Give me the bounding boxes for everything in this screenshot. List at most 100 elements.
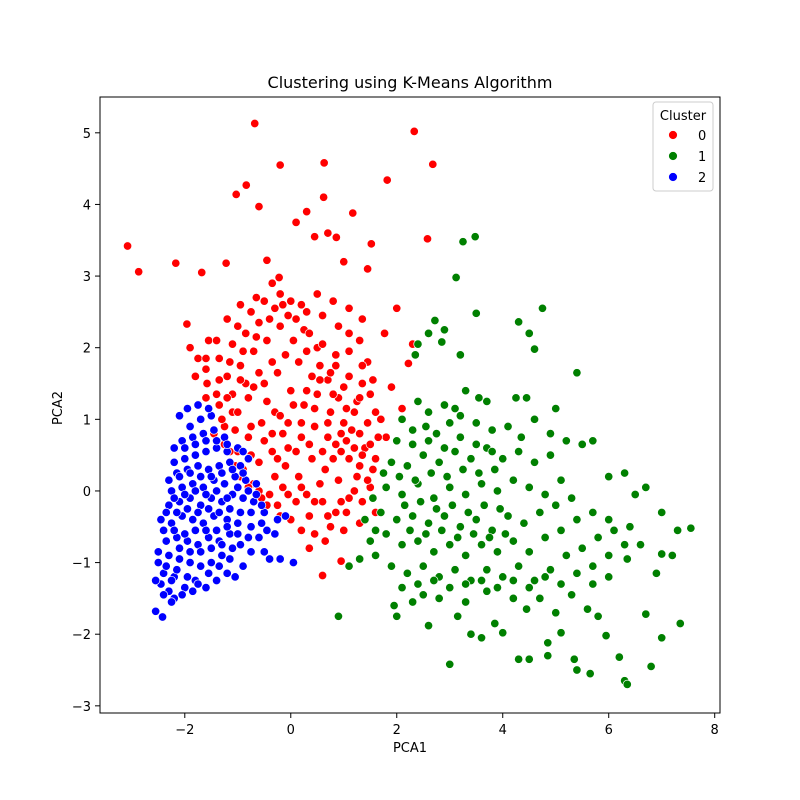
data-point-cluster-2 [190, 439, 200, 449]
data-point-cluster-2 [275, 554, 285, 564]
data-point-cluster-0 [307, 371, 317, 381]
data-point-cluster-1 [529, 344, 540, 354]
data-point-cluster-1 [455, 522, 465, 532]
data-point-cluster-1 [400, 500, 410, 510]
data-point-cluster-0 [371, 407, 381, 417]
data-point-cluster-1 [386, 561, 396, 571]
data-point-cluster-2 [188, 586, 198, 596]
data-point-cluster-0 [349, 486, 359, 496]
data-point-cluster-0 [318, 339, 328, 349]
data-point-cluster-2 [243, 486, 253, 496]
data-point-cluster-0 [259, 296, 269, 306]
data-point-cluster-0 [363, 475, 373, 485]
data-point-cluster-1 [371, 525, 381, 535]
data-point-cluster-1 [474, 468, 484, 478]
data-point-cluster-1 [524, 328, 534, 338]
data-point-cluster-2 [204, 404, 214, 414]
data-point-cluster-0 [323, 511, 333, 521]
data-point-cluster-2 [159, 590, 169, 600]
data-point-cluster-1 [430, 315, 440, 326]
data-point-cluster-1 [368, 493, 378, 503]
data-point-cluster-0 [243, 393, 253, 403]
data-point-cluster-0 [278, 429, 288, 439]
data-point-cluster-2 [206, 472, 216, 482]
data-point-cluster-1 [413, 339, 423, 349]
data-point-cluster-2 [233, 529, 243, 539]
data-point-cluster-1 [421, 421, 431, 432]
data-point-cluster-1 [458, 237, 468, 247]
data-point-cluster-1 [469, 529, 479, 539]
data-point-cluster-0 [204, 335, 214, 346]
data-point-cluster-2 [238, 561, 248, 571]
data-point-cluster-0 [275, 411, 285, 421]
data-point-cluster-2 [182, 572, 192, 582]
data-point-cluster-0 [265, 314, 275, 324]
data-point-cluster-0 [233, 407, 243, 417]
data-point-cluster-2 [182, 504, 192, 514]
data-point-cluster-1 [561, 550, 571, 560]
data-point-cluster-0 [262, 255, 272, 265]
x-tick-label: 0 [287, 723, 295, 738]
data-point-cluster-1 [450, 447, 460, 457]
data-point-cluster-2 [251, 479, 261, 489]
legend-label-1: 1 [698, 150, 706, 165]
data-point-cluster-0 [201, 353, 211, 363]
data-point-cluster-0 [368, 375, 378, 385]
data-point-cluster-1 [471, 439, 481, 449]
data-point-cluster-1 [402, 568, 412, 578]
data-point-cluster-1 [408, 511, 418, 521]
data-point-cluster-2 [222, 522, 232, 532]
data-point-cluster-0 [357, 497, 367, 507]
data-point-cluster-0 [288, 335, 298, 346]
data-point-cluster-2 [217, 468, 227, 478]
data-point-cluster-0 [230, 425, 240, 435]
data-point-cluster-2 [243, 454, 253, 464]
data-point-cluster-0 [241, 180, 251, 190]
data-point-cluster-0 [336, 447, 346, 457]
data-point-cluster-1 [500, 529, 510, 539]
data-point-cluster-0 [328, 454, 338, 464]
data-point-cluster-0 [201, 364, 211, 374]
data-point-cluster-0 [331, 232, 341, 242]
data-point-cluster-1 [537, 303, 548, 313]
data-point-cluster-2 [246, 507, 256, 517]
data-point-cluster-0 [291, 314, 301, 324]
data-point-cluster-1 [455, 411, 465, 421]
data-point-cluster-1 [657, 507, 667, 517]
data-point-cluster-1 [588, 507, 598, 517]
data-point-cluster-1 [397, 489, 407, 500]
data-point-cluster-2 [161, 536, 171, 546]
data-point-cluster-0 [315, 361, 325, 371]
data-point-cluster-2 [204, 504, 214, 514]
data-point-cluster-0 [254, 457, 264, 467]
data-point-cluster-0 [363, 418, 373, 428]
data-point-cluster-1 [556, 579, 566, 589]
data-point-cluster-1 [355, 554, 365, 564]
data-point-cluster-1 [593, 611, 603, 621]
data-point-cluster-1 [495, 504, 505, 514]
data-point-cluster-1 [686, 523, 696, 533]
data-point-cluster-0 [339, 257, 349, 267]
data-point-cluster-1 [524, 654, 534, 664]
data-point-cluster-0 [355, 461, 365, 471]
data-point-cluster-1 [431, 429, 442, 439]
data-point-cluster-0 [283, 310, 293, 321]
data-point-cluster-0 [280, 350, 291, 360]
data-point-cluster-1 [484, 532, 495, 543]
y-tick-label: −1 [72, 557, 91, 572]
data-point-cluster-2 [174, 543, 185, 553]
data-point-cluster-2 [219, 479, 230, 489]
data-point-cluster-2 [227, 543, 238, 553]
data-point-cluster-0 [347, 425, 357, 435]
data-point-cluster-1 [397, 583, 407, 593]
data-point-cluster-1 [476, 575, 487, 586]
data-point-cluster-0 [328, 389, 338, 399]
data-point-cluster-2 [151, 575, 161, 586]
data-point-cluster-0 [331, 350, 341, 360]
data-point-cluster-0 [382, 175, 392, 185]
data-point-cluster-2 [193, 579, 203, 589]
data-point-cluster-2 [204, 568, 214, 578]
data-point-cluster-1 [543, 638, 553, 648]
data-point-cluster-0 [307, 454, 317, 464]
